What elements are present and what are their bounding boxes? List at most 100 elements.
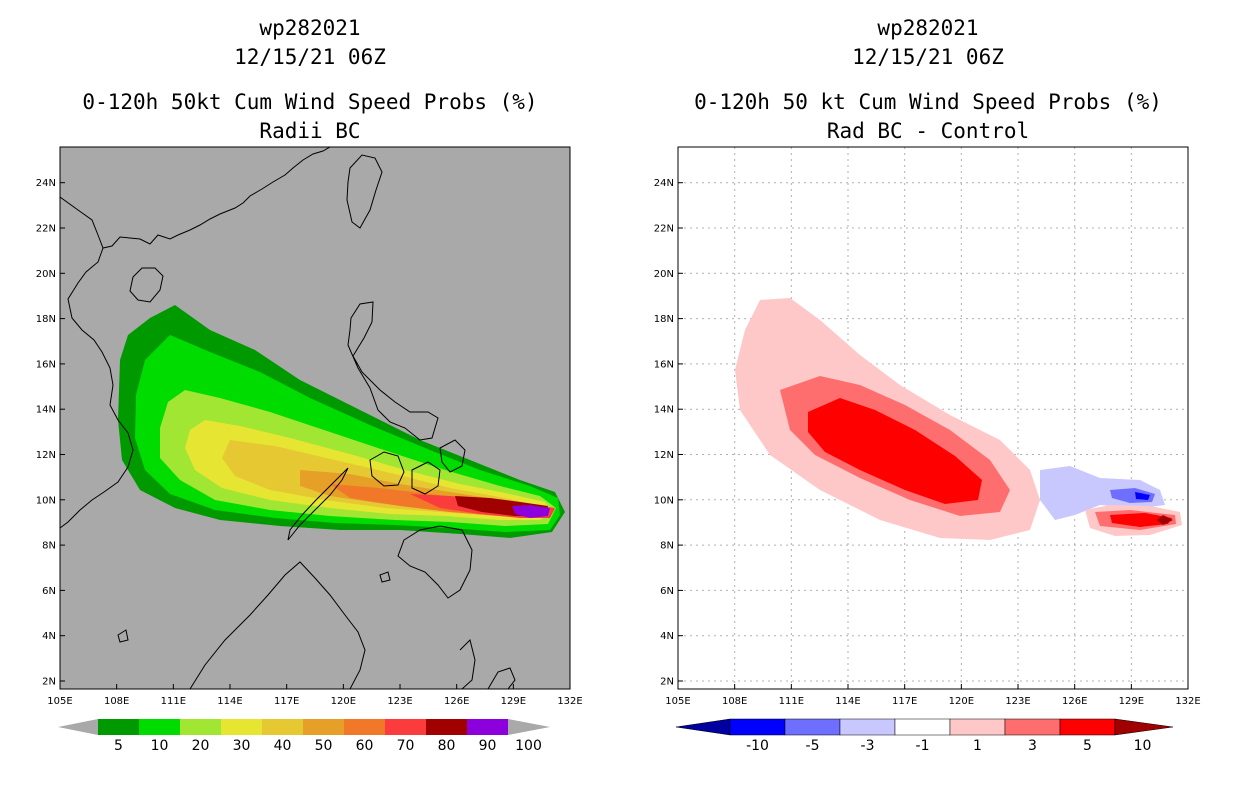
lat-tick-label: 22N (654, 224, 674, 235)
left-title: 0-120h 50kt Cum Wind Speed Probs (%) (82, 90, 538, 114)
lat-tick-label: 6N (42, 586, 56, 597)
colorbar-box (221, 719, 262, 735)
lon-tick-label: 114E (835, 696, 860, 707)
colorbar-box (344, 719, 385, 735)
lat-tick-label: 10N (36, 495, 56, 506)
lon-tick-label: 132E (1175, 696, 1200, 707)
colorbar-label: 90 (479, 738, 497, 754)
colorbar-label: -10 (746, 738, 769, 754)
colorbar-box (426, 719, 467, 735)
lon-tick-label: 105E (47, 696, 72, 707)
lat-tick-label: 20N (36, 269, 56, 280)
colorbar-box (98, 719, 139, 735)
colorbar-label: 5 (114, 738, 123, 754)
right-lat-axis: 2N 4N 6N 8N 10N 12N 14N 16N 18N 20N 22N 24N (654, 178, 683, 688)
lon-tick-label: 123E (1005, 696, 1030, 707)
lat-tick-label: 24N (36, 178, 56, 189)
lat-tick-label: 20N (654, 269, 674, 280)
left-lon-axis: 105E 108E 111E 114E 117E 120E 123E 126E 129E 132E (47, 684, 583, 707)
colorbar-label: -5 (806, 738, 820, 754)
colorbar-box (303, 719, 344, 735)
right-lon-axis: 105E 108E 111E 114E 117E 120E 123E 126E 129E 132E (665, 684, 1201, 707)
lon-tick-label: 123E (387, 696, 412, 707)
colorbar-label: -1 (916, 738, 930, 754)
lon-tick-label: 108E (722, 696, 747, 707)
left-map-panel: 105E 108E 111E 114E 117E 120E 123E 126E 129E 132E… (36, 146, 583, 754)
lat-tick-label: 16N (36, 359, 56, 370)
lon-tick-label: 114E (217, 696, 242, 707)
lat-tick-label: 8N (660, 541, 674, 552)
right-subtitle: Rad BC - Control (826, 119, 1030, 143)
lat-tick-label: 2N (42, 677, 56, 688)
left-subtitle: Radii BC (259, 119, 361, 143)
lon-tick-label: 129E (501, 696, 526, 707)
colorbar-label: -3 (861, 738, 875, 754)
lat-tick-label: 16N (654, 359, 674, 370)
lat-tick-label: 4N (660, 631, 674, 642)
colorbar-box (1059, 718, 1116, 736)
lon-tick-label: 129E (1119, 696, 1144, 707)
colorbar-box (894, 718, 951, 736)
lon-tick-label: 126E (444, 696, 469, 707)
right-map-frame (677, 146, 1189, 690)
colorbar-label: 20 (192, 738, 210, 754)
left-datetime: 12/15/21 06Z (234, 45, 386, 69)
colorbar-box (1004, 718, 1061, 736)
colorbar-box (784, 718, 841, 736)
colorbar-box (467, 719, 508, 735)
colorbar-label: 10 (1134, 738, 1152, 754)
right-colorbar: -10 -5 -3 -1 1 3 5 10 (675, 718, 1174, 754)
colorbar-label: 80 (438, 738, 456, 754)
right-difference-field (735, 298, 1182, 540)
lon-tick-label: 111E (779, 696, 804, 707)
colorbar-label: 5 (1083, 738, 1092, 754)
lat-tick-label: 14N (654, 405, 674, 416)
colorbar-box (180, 719, 221, 735)
lat-tick-label: 18N (654, 314, 674, 325)
colorbar-label: 60 (356, 738, 374, 754)
lat-tick-label: 12N (36, 450, 56, 461)
lon-tick-label: 117E (892, 696, 917, 707)
colorbar-label: 3 (1028, 738, 1037, 754)
colorbar-label: 30 (233, 738, 251, 754)
colorbar-label: 10 (151, 738, 169, 754)
colorbar-over-arrow (1114, 718, 1174, 736)
lat-tick-label: 18N (36, 314, 56, 325)
lon-tick-label: 108E (104, 696, 129, 707)
lat-tick-label: 2N (660, 677, 674, 688)
lon-tick-label: 126E (1062, 696, 1087, 707)
left-lat-axis: 2N 4N 6N 8N 10N 12N 14N 16N 18N 20N 22N 24N (36, 178, 65, 688)
lat-tick-label: 8N (42, 541, 56, 552)
lon-tick-label: 105E (665, 696, 690, 707)
lon-tick-label: 132E (557, 696, 582, 707)
colorbar-box (949, 718, 1006, 736)
colorbar-over-arrow (508, 719, 550, 735)
colorbar-box (729, 718, 786, 736)
right-map-panel: 105E 108E 111E 114E 117E 120E 123E 126E 129E 132E… (654, 146, 1201, 754)
colorbar-box (262, 719, 303, 735)
colorbar-label: 70 (397, 738, 415, 754)
left-storm-id: wp282021 (259, 16, 361, 40)
right-datetime: 12/15/21 06Z (852, 45, 1004, 69)
lon-tick-label: 120E (331, 696, 356, 707)
lon-tick-label: 111E (161, 696, 186, 707)
colorbar-label: 40 (274, 738, 292, 754)
colorbar-label: 100 (515, 738, 542, 754)
lon-tick-label: 117E (274, 696, 299, 707)
lon-tick-label: 120E (949, 696, 974, 707)
lat-tick-label: 12N (654, 450, 674, 461)
colorbar-label: 1 (973, 738, 982, 754)
lat-tick-label: 22N (36, 224, 56, 235)
lat-tick-label: 10N (654, 495, 674, 506)
colorbar-under-arrow (58, 719, 98, 735)
left-colorbar: 5 10 20 30 40 50 60 70 80 90 100 (58, 719, 550, 754)
colorbar-box (385, 719, 426, 735)
right-storm-id: wp282021 (877, 16, 979, 40)
left-map-frame (59, 146, 571, 690)
colorbar-box (139, 719, 180, 735)
left-probability-swath (118, 305, 565, 538)
lat-tick-label: 14N (36, 405, 56, 416)
lat-tick-label: 6N (660, 586, 674, 597)
lat-tick-label: 4N (42, 631, 56, 642)
